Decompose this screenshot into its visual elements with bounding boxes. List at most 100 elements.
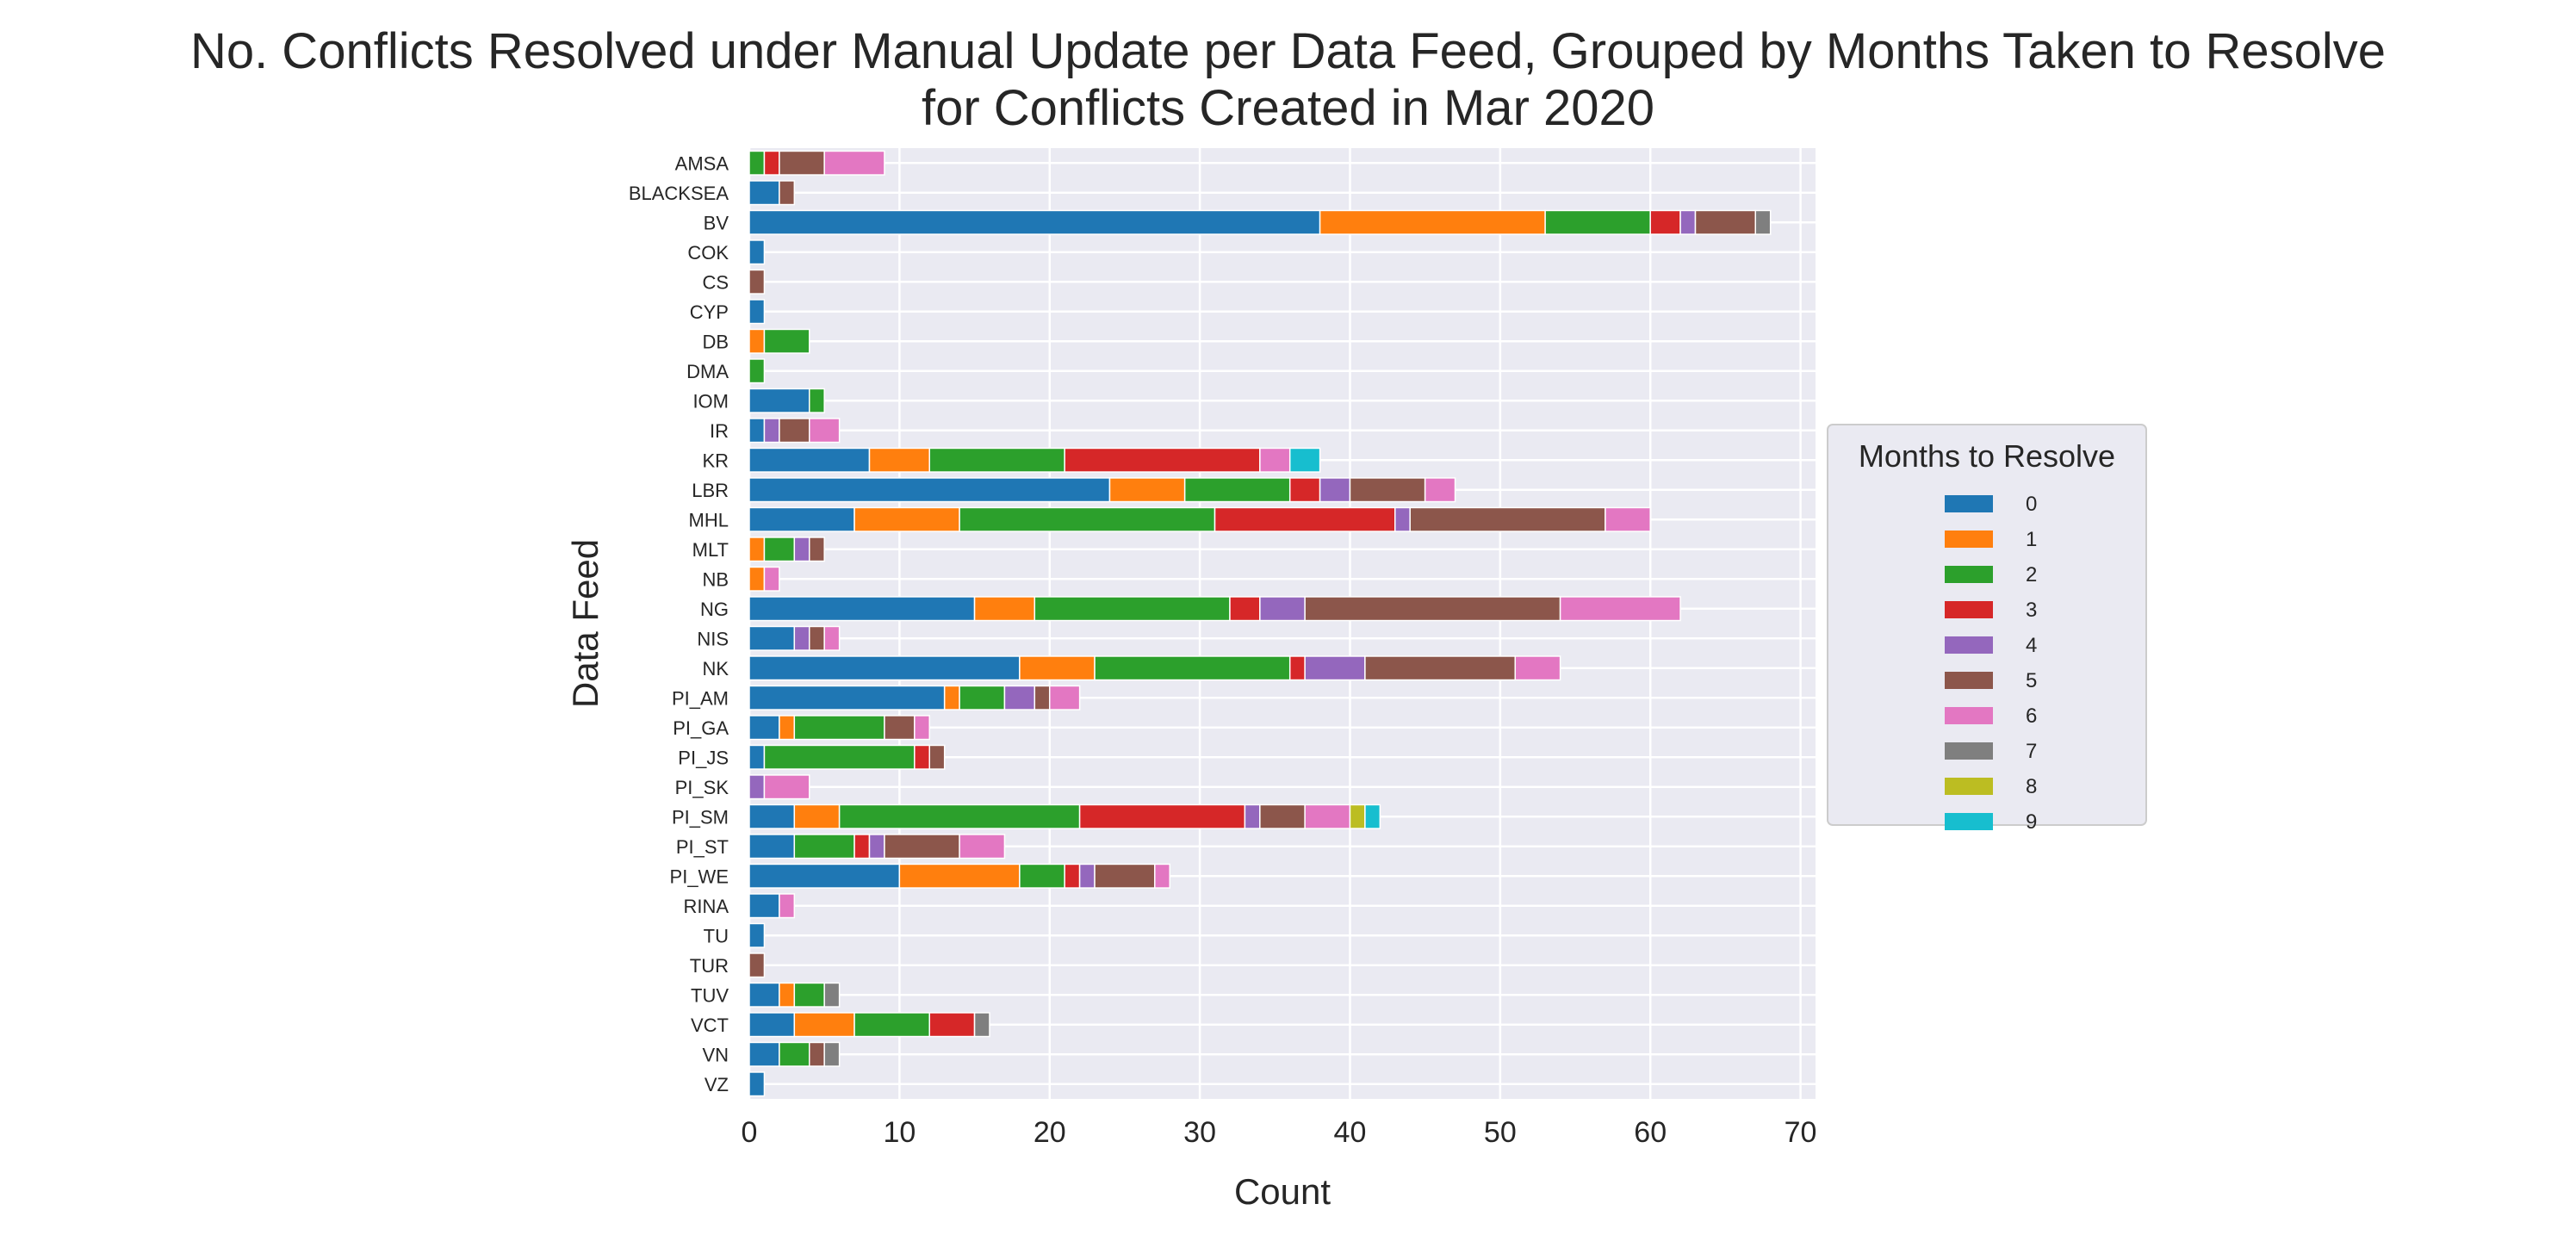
bar-cok-series-0	[748, 239, 766, 265]
y-tick-label: PI_ST	[676, 836, 729, 858]
bar-dma-series-2	[748, 358, 766, 384]
x-tick-label: 10	[883, 1116, 916, 1149]
bar-mhl-series-3	[1214, 506, 1396, 532]
bar-nk-series-2	[1094, 655, 1291, 681]
bar-pi-sm-series-3	[1078, 804, 1246, 829]
bar-pi-ga-series-1	[779, 715, 796, 741]
legend-label-2: 2	[2026, 563, 2037, 586]
bar-pi-sm-series-5	[1259, 804, 1306, 829]
legend-swatch-1	[1945, 531, 1993, 548]
bar-nk-series-4	[1304, 655, 1366, 681]
legend-label-1: 1	[2026, 528, 2037, 551]
bar-vn-series-5	[808, 1041, 825, 1067]
bar-pi-st-series-6	[959, 834, 1006, 859]
bar-vn-series-0	[748, 1041, 780, 1067]
bar-lbr-series-5	[1349, 477, 1426, 503]
bar-pi-sm-series-0	[748, 804, 796, 829]
y-tick-label: DMA	[686, 361, 729, 382]
y-tick-label: NIS	[697, 628, 729, 649]
bar-mlt-series-2	[763, 537, 796, 562]
y-tick-label: LBR	[692, 480, 729, 501]
y-tick-label: MHL	[689, 509, 729, 531]
y-tick-label: PI_WE	[670, 866, 729, 887]
bar-mlt-series-1	[748, 537, 766, 562]
bar-bv-series-5	[1694, 209, 1757, 235]
y-tick-label: NG	[700, 599, 729, 620]
bar-pi-we-series-4	[1078, 863, 1096, 889]
y-tick-label: CS	[702, 271, 729, 293]
bar-ir-series-4	[763, 418, 780, 444]
legend-swatch-5	[1945, 672, 1993, 689]
y-tick-label: TU	[704, 925, 729, 946]
bar-ng-series-1	[973, 596, 1036, 622]
bar-pi-am-series-1	[943, 685, 960, 710]
bar-pi-js-series-5	[928, 744, 946, 770]
bar-mhl-series-6	[1605, 506, 1651, 532]
bar-ir-series-6	[808, 418, 841, 444]
legend-label-8: 8	[2026, 775, 2037, 798]
y-tick-label: VZ	[705, 1074, 729, 1095]
bar-amsa-series-6	[823, 150, 885, 176]
bar-nis-series-0	[748, 625, 796, 651]
bar-pi-we-series-3	[1064, 863, 1081, 889]
bar-mhl-series-2	[959, 506, 1216, 532]
y-tick-label: AMSA	[675, 152, 729, 174]
bar-vct-series-0	[748, 1012, 796, 1038]
bar-pi-st-series-5	[884, 834, 960, 859]
bar-bv-series-7	[1754, 209, 1772, 235]
bar-kr-series-0	[748, 447, 871, 473]
y-tick-label: PI_GA	[673, 717, 729, 739]
bar-pi-sm-series-2	[838, 804, 1081, 829]
bar-nis-series-6	[823, 625, 841, 651]
y-tick-label: IR	[710, 420, 729, 442]
bar-pi-js-series-3	[914, 744, 930, 770]
bar-pi-we-series-1	[898, 863, 1021, 889]
bar-pi-am-series-0	[748, 685, 946, 710]
bar-mhl-series-4	[1394, 506, 1411, 532]
legend-swatch-9	[1945, 813, 1993, 830]
bar-ir-series-5	[779, 418, 810, 444]
chart-title-line-2: for Conflicts Created in Mar 2020	[921, 80, 1655, 136]
y-tick-label: COK	[687, 242, 729, 264]
bar-pi-we-series-5	[1094, 863, 1156, 889]
bar-lbr-series-1	[1108, 477, 1186, 503]
bar-vn-series-7	[823, 1041, 841, 1067]
bar-kr-series-1	[868, 447, 930, 473]
bar-tuv-series-0	[748, 982, 780, 1008]
bar-nk-series-0	[748, 655, 1021, 681]
bar-nk-series-1	[1019, 655, 1096, 681]
bar-iom-series-0	[748, 388, 810, 413]
bar-ir-series-0	[748, 418, 766, 444]
bar-tur-series-5	[748, 952, 766, 978]
x-tick-label: 40	[1334, 1116, 1367, 1149]
x-tick-label: 70	[1785, 1116, 1817, 1149]
legend-label-4: 4	[2026, 634, 2037, 657]
bar-lbr-series-4	[1319, 477, 1351, 503]
bar-lbr-series-2	[1183, 477, 1291, 503]
y-tick-label: IOM	[692, 390, 729, 412]
bar-ng-series-3	[1229, 596, 1261, 622]
bar-kr-series-9	[1288, 447, 1321, 473]
bar-nis-series-4	[793, 625, 810, 651]
bar-nk-series-3	[1288, 655, 1306, 681]
bar-pi-st-series-4	[868, 834, 885, 859]
x-tick-label: 60	[1634, 1116, 1667, 1149]
bar-pi-js-series-2	[763, 744, 916, 770]
legend-label-7: 7	[2026, 740, 2037, 763]
bar-bv-series-3	[1649, 209, 1681, 235]
bar-mhl-series-5	[1409, 506, 1606, 532]
bar-blacksea-series-0	[748, 180, 780, 206]
bar-nis-series-5	[808, 625, 825, 651]
y-tick-label: RINA	[683, 896, 729, 917]
legend-label-9: 9	[2026, 810, 2037, 834]
bar-vct-series-3	[928, 1012, 976, 1038]
bar-pi-ga-series-0	[748, 715, 780, 741]
bar-pi-st-series-0	[748, 834, 796, 859]
legend-label-6: 6	[2026, 704, 2037, 728]
legend-swatch-3	[1945, 601, 1993, 618]
bar-kr-series-2	[928, 447, 1065, 473]
bar-kr-series-6	[1259, 447, 1291, 473]
bar-ng-series-4	[1259, 596, 1306, 622]
